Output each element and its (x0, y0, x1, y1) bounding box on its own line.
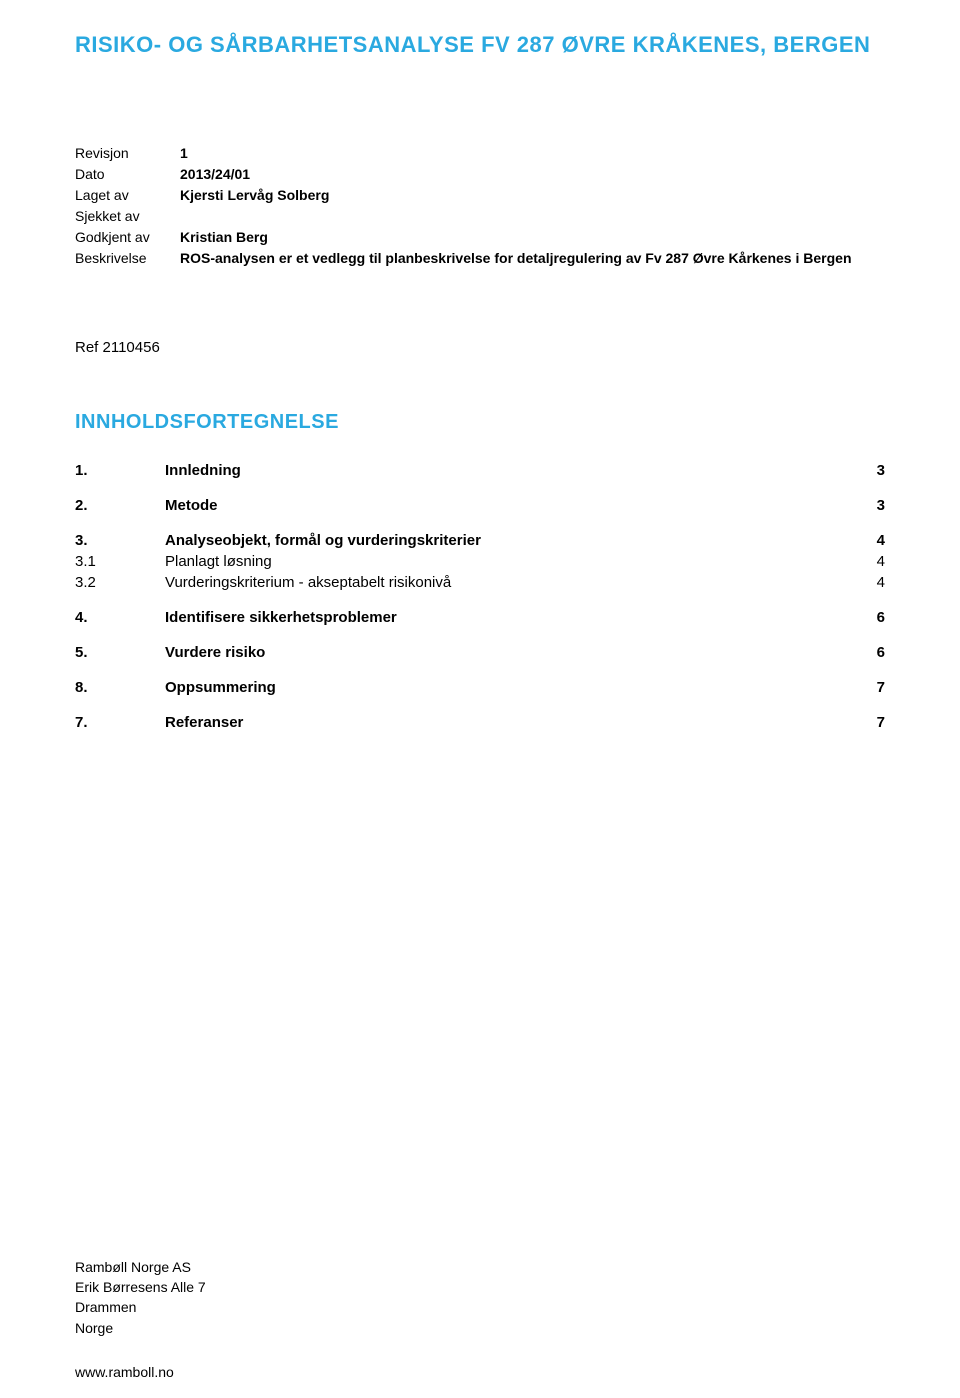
toc-label: Identifisere sikkerhetsproblemer (165, 609, 845, 626)
toc-entry: 4. Identifisere sikkerhetsproblemer 6 (75, 609, 885, 626)
toc-label: Metode (165, 497, 845, 514)
footer-country: Norge (75, 1318, 206, 1338)
toc-number: 4. (75, 609, 165, 626)
toc-page: 7 (845, 679, 885, 696)
toc-entry: 1. Innledning 3 (75, 462, 885, 479)
meta-value: ROS-analysen er et vedlegg til planbeskr… (180, 248, 852, 269)
meta-label: Dato (75, 164, 180, 185)
meta-value: Kristian Berg (180, 227, 268, 248)
footer-url: www.ramboll.no (75, 1364, 174, 1380)
footer-company: Rambøll Norge AS (75, 1257, 206, 1277)
meta-value: Kjersti Lervåg Solberg (180, 185, 329, 206)
toc-entry: 7. Referanser 7 (75, 714, 885, 731)
footer-street: Erik Børresens Alle 7 (75, 1277, 206, 1297)
meta-value: 1 (180, 143, 188, 164)
toc-entry: 8. Oppsummering 7 (75, 679, 885, 696)
meta-label: Beskrivelse (75, 248, 180, 269)
toc-entry: 5. Vurdere risiko 6 (75, 644, 885, 661)
toc-number: 2. (75, 497, 165, 514)
toc-entry: 3.1 Planlagt løsning 4 (75, 553, 885, 570)
meta-row: Sjekket av (75, 206, 885, 227)
toc-page: 4 (845, 553, 885, 570)
toc-entry: 2. Metode 3 (75, 497, 885, 514)
toc-page: 3 (845, 497, 885, 514)
meta-row: Laget av Kjersti Lervåg Solberg (75, 185, 885, 206)
meta-label: Laget av (75, 185, 180, 206)
meta-label: Revisjon (75, 143, 180, 164)
document-title: RISIKO- OG SÅRBARHETSANALYSE FV 287 ØVRE… (75, 32, 885, 58)
toc-number: 3. (75, 532, 165, 549)
toc-page: 3 (845, 462, 885, 479)
table-of-contents: 1. Innledning 3 2. Metode 3 3. Analyseob… (75, 462, 885, 731)
toc-page: 4 (845, 574, 885, 591)
reference-number: Ref 2110456 (75, 339, 885, 356)
toc-number: 3.1 (75, 553, 165, 570)
toc-entry: 3. Analyseobjekt, formål og vurderingskr… (75, 532, 885, 549)
toc-number: 1. (75, 462, 165, 479)
meta-row: Revisjon 1 (75, 143, 885, 164)
toc-page: 4 (845, 532, 885, 549)
toc-label: Innledning (165, 462, 845, 479)
meta-row: Dato 2013/24/01 (75, 164, 885, 185)
toc-number: 3.2 (75, 574, 165, 591)
meta-label: Sjekket av (75, 206, 180, 227)
toc-number: 8. (75, 679, 165, 696)
toc-number: 7. (75, 714, 165, 731)
toc-page: 6 (845, 609, 885, 626)
meta-row: Godkjent av Kristian Berg (75, 227, 885, 248)
toc-label: Vurderingskriterium - akseptabelt risiko… (165, 574, 845, 591)
toc-label: Analyseobjekt, formål og vurderingskrite… (165, 532, 845, 549)
toc-label: Vurdere risiko (165, 644, 845, 661)
toc-heading: INNHOLDSFORTEGNELSE (75, 411, 885, 434)
meta-value: 2013/24/01 (180, 164, 250, 185)
toc-number: 5. (75, 644, 165, 661)
toc-page: 6 (845, 644, 885, 661)
meta-table: Revisjon 1 Dato 2013/24/01 Laget av Kjer… (75, 143, 885, 269)
toc-page: 7 (845, 714, 885, 731)
footer-city: Drammen (75, 1297, 206, 1317)
meta-label: Godkjent av (75, 227, 180, 248)
toc-label: Oppsummering (165, 679, 845, 696)
toc-label: Referanser (165, 714, 845, 731)
meta-row: Beskrivelse ROS-analysen er et vedlegg t… (75, 248, 885, 269)
toc-entry: 3.2 Vurderingskriterium - akseptabelt ri… (75, 574, 885, 591)
footer-address: Rambøll Norge AS Erik Børresens Alle 7 D… (75, 1257, 206, 1338)
toc-label: Planlagt løsning (165, 553, 845, 570)
